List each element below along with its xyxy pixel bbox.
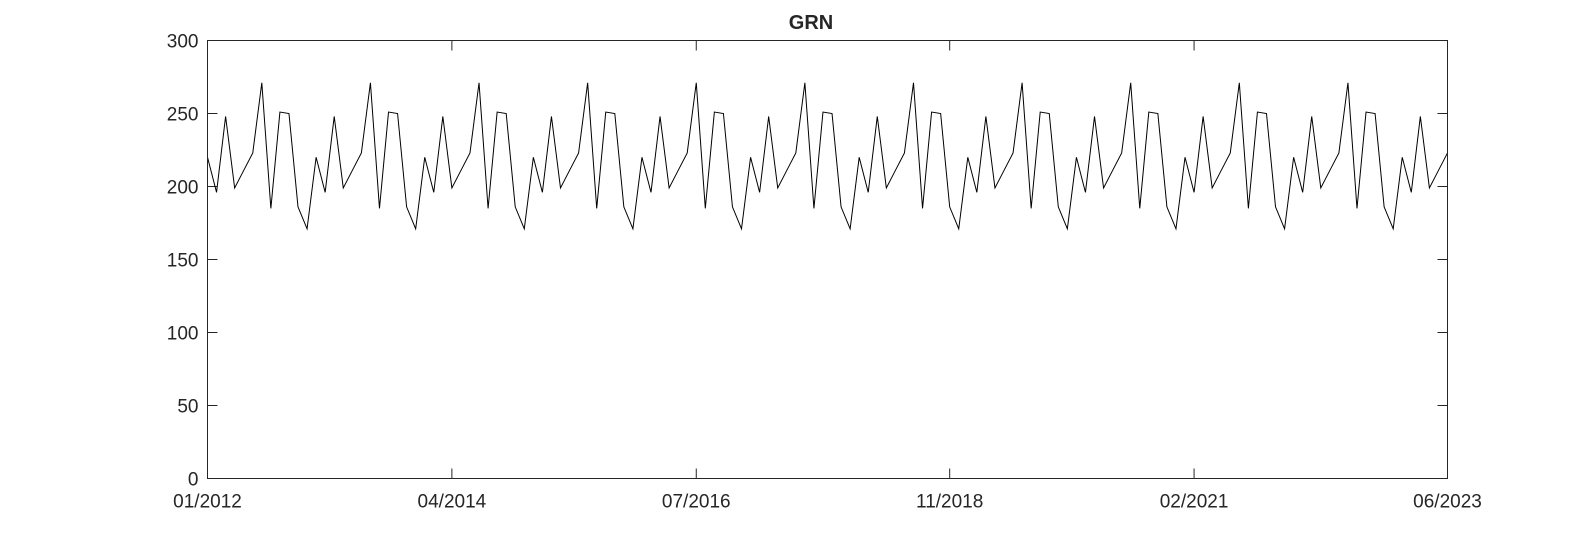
x-tick-label: 01/2012	[173, 492, 242, 513]
x-tick-label: 11/2018	[916, 492, 983, 513]
y-tick-label: 150	[167, 251, 199, 272]
plot-area	[207, 82, 1448, 231]
x-tick-label: 06/2023	[1413, 492, 1482, 513]
chart-title: GRN	[789, 12, 833, 34]
y-tick-label: 100	[167, 324, 199, 345]
y-tick-label: 300	[167, 32, 199, 53]
x-tick-label: 04/2014	[418, 492, 487, 513]
axes-box	[207, 40, 1448, 479]
y-tick-label: 250	[167, 105, 199, 126]
y-tick-label: 50	[177, 397, 198, 418]
y-axis: 0 50 100 150 200 250 300	[167, 32, 1448, 491]
y-tick-label: 0	[188, 470, 199, 491]
x-axis: 01/2012 04/2014 07/2016 11/2018 02/2021 06/20…	[173, 40, 1482, 513]
x-tick-label: 07/2016	[662, 492, 731, 513]
x-tick-label: 02/2021	[1160, 492, 1229, 513]
y-tick-label: 200	[167, 178, 199, 199]
series-line	[207, 82, 1448, 231]
